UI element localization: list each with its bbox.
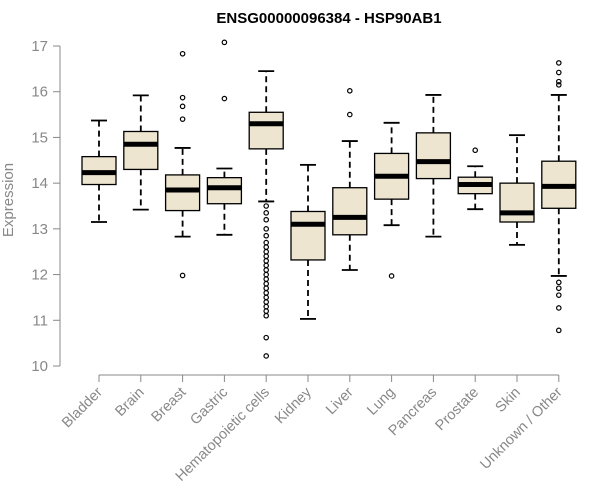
box-iqr — [164, 174, 201, 212]
outlier-point — [263, 280, 270, 287]
outlier-point — [263, 248, 270, 255]
outlier-point — [263, 334, 270, 341]
x-category-label: Breast — [148, 385, 189, 426]
outlier-point — [263, 303, 270, 310]
outlier-point — [179, 103, 186, 110]
box-iqr — [248, 111, 284, 150]
outlier-point — [555, 285, 562, 292]
y-tick-label: 11 — [32, 312, 48, 329]
outlier-point — [555, 292, 562, 298]
y-tick-label: 15 — [31, 129, 48, 146]
outlier-point — [263, 244, 270, 250]
outlier-point — [263, 353, 270, 359]
outlier-point — [555, 82, 562, 88]
box-group — [332, 88, 368, 271]
box-group — [248, 70, 284, 359]
outlier-point — [555, 279, 562, 286]
outlier-point — [179, 116, 186, 122]
outlier-point — [263, 285, 270, 292]
outlier-point — [221, 95, 228, 102]
outlier-point — [263, 253, 270, 260]
outlier-point — [263, 308, 270, 314]
outlier-point — [346, 111, 353, 118]
outlier-point — [263, 232, 270, 239]
x-category-label: Lung — [364, 385, 398, 419]
box-group — [81, 119, 117, 223]
box-iqr — [290, 210, 326, 261]
outlier-point — [263, 312, 270, 319]
outlier-point — [555, 305, 562, 311]
outlier-point — [263, 276, 270, 282]
y-axis-label: Expression — [0, 163, 17, 237]
x-category-label: Liver — [323, 384, 357, 418]
box-group — [164, 50, 201, 279]
y-tick-label: 14 — [31, 175, 48, 192]
outlier-point — [555, 69, 562, 76]
x-category-label: Brain — [112, 385, 147, 420]
box-group — [373, 121, 410, 279]
box-iqr — [415, 132, 452, 180]
box-group — [415, 94, 452, 238]
y-tick-label: 12 — [31, 267, 48, 284]
box-group — [123, 94, 159, 211]
x-category-label: Prostate — [433, 385, 482, 434]
outlier-point — [472, 147, 479, 154]
outlier-point — [263, 203, 270, 209]
outlier-point — [263, 262, 270, 269]
x-category-label: Skin — [493, 385, 524, 416]
y-tick-label: 13 — [31, 221, 48, 238]
outlier-point — [263, 271, 270, 278]
y-axis: 10 11 12 13 14 15 16 17 — [31, 38, 61, 375]
box-group — [457, 147, 493, 211]
outlier-point — [346, 88, 353, 94]
box-group — [499, 134, 535, 246]
outlier-point — [179, 94, 186, 101]
box-group — [541, 60, 577, 334]
outlier-point — [263, 267, 270, 273]
outlier-point — [263, 294, 270, 301]
outlier-point — [263, 258, 270, 264]
outlier-point — [388, 273, 395, 279]
outlier-point — [263, 290, 270, 296]
box-group — [290, 163, 326, 320]
outlier-point — [179, 272, 186, 279]
box-iqr — [206, 177, 243, 205]
outlier-point — [555, 327, 562, 334]
outlier-point — [555, 78, 562, 85]
y-tick-label: 16 — [31, 84, 48, 101]
box-iqr — [123, 130, 159, 171]
chart-title: ENSG00000096384 - HSP90AB1 — [216, 10, 441, 27]
outlier-point — [263, 216, 270, 223]
outlier-point — [263, 210, 270, 216]
outlier-point — [221, 39, 228, 46]
x-category-label: Kidney — [272, 384, 315, 427]
outlier-point — [263, 299, 270, 305]
box-group — [206, 39, 243, 236]
outlier-point — [263, 239, 270, 246]
x-category-label: Bladder — [59, 384, 106, 431]
y-tick-label: 17 — [31, 38, 48, 55]
outlier-point — [555, 60, 562, 66]
box-iqr — [332, 187, 368, 236]
boxes-layer — [81, 39, 577, 359]
box-iqr — [499, 182, 535, 223]
outlier-point — [263, 226, 270, 232]
y-tick-label: 10 — [31, 358, 48, 375]
outlier-point — [179, 50, 186, 57]
